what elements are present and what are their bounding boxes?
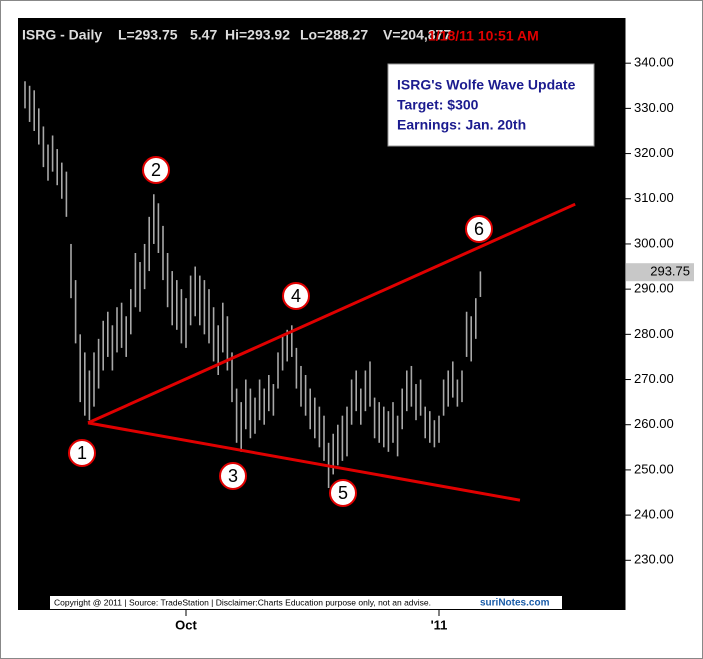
logo: suriNotes.com [480, 598, 550, 609]
header-stat: L=293.75 [118, 27, 178, 43]
wave-marker [282, 282, 310, 310]
timestamp: 1/18/11 10:51 AM [428, 28, 539, 44]
y-tick-label: 240.00 [634, 507, 674, 522]
wave-marker [68, 439, 96, 467]
annotation-box [387, 63, 595, 147]
header-stat: V=204,877 [383, 27, 451, 43]
last-price-box [626, 263, 694, 282]
y-tick-label: 230.00 [634, 552, 674, 567]
wave-label: 1 [77, 443, 87, 463]
chart-title: ISRG - Daily [22, 27, 102, 43]
wave-marker [465, 215, 493, 243]
trendline [87, 202, 576, 425]
y-tick-label: 250.00 [634, 461, 674, 476]
y-tick-label: 300.00 [634, 235, 674, 250]
y-tick-label: 260.00 [634, 416, 674, 431]
last-price-label: 293.75 [650, 264, 690, 279]
annotation-text: Earnings: Jan. 20th [397, 117, 526, 133]
y-tick-label: 320.00 [634, 145, 674, 160]
x-tick-label: Oct [175, 617, 197, 632]
x-tick-label: '11 [431, 617, 448, 632]
header-stat: 5.47 [190, 27, 217, 43]
y-tick-label: 330.00 [634, 100, 674, 115]
y-tick-label: 280.00 [634, 326, 674, 341]
header-stat: Hi=293.92 [225, 27, 290, 43]
y-tick-label: 340.00 [634, 55, 674, 70]
y-tick-label: 310.00 [634, 190, 674, 205]
wave-label: 5 [338, 483, 348, 503]
wave-marker [142, 156, 170, 184]
footer-strip [50, 596, 562, 609]
wave-label: 6 [474, 219, 484, 239]
y-tick-label: 270.00 [634, 371, 674, 386]
wave-marker [329, 479, 357, 507]
wave-label: 3 [228, 466, 238, 486]
y-tick-label: 290.00 [634, 281, 674, 296]
annotation-text: Target: $300 [397, 97, 479, 113]
footer-text: Copyright @ 2011 | Source: TradeStation … [54, 597, 431, 607]
header-stat: Lo=288.27 [300, 27, 368, 43]
wave-label: 2 [151, 160, 161, 180]
wave-marker [219, 462, 247, 490]
annotation-text: ISRG's Wolfe Wave Update [397, 77, 576, 93]
trendline [87, 421, 521, 502]
wave-label: 4 [291, 286, 301, 306]
